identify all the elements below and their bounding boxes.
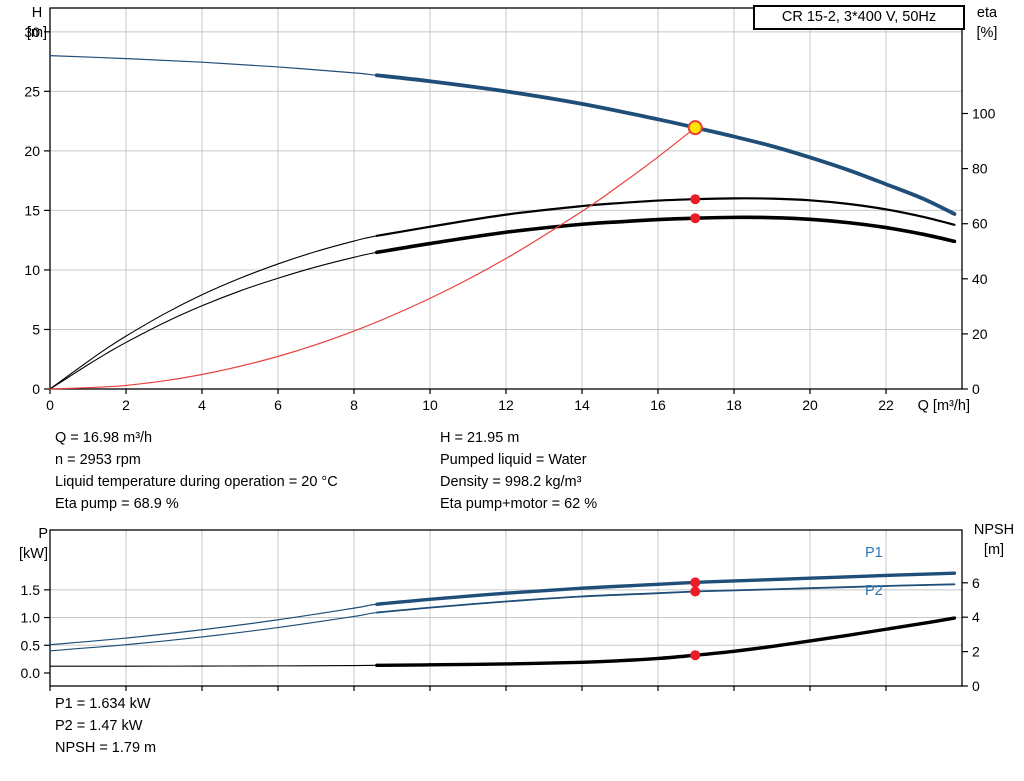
y-right-tick-label: 100 [972,106,996,122]
x-tick-label: 22 [878,397,894,413]
y-left-tick-label: 0.0 [21,665,41,681]
y-right-tick-label: 0 [972,678,980,694]
npsh-curve-thick [375,616,957,668]
y-right-tick-label: 6 [972,575,980,591]
eta-pump-marker [690,194,701,205]
readout-liquid-temperature: Liquid temperature during operation = 20… [55,474,338,490]
npsh-axis-name: NPSH [973,522,1015,538]
y-right-tick-label: 60 [972,216,988,232]
readout-flow: Q = 16.98 m³/h [55,430,153,446]
readout-density: Density = 998.2 kg/m³ [440,474,582,490]
p2-marker [690,586,701,597]
power-npsh-chart: 0.0 0.5 1.0 1.5 0 2 4 6 [21,529,980,694]
p-axis-unit: [kW] [19,546,48,562]
readout-npsh: NPSH = 1.79 m [55,740,157,756]
x-tick-label: 18 [726,397,742,413]
x-tick-label: 2 [122,397,130,413]
readout-eta-pump-motor: Eta pump+motor = 62 % [440,496,598,512]
x-tick-label: 20 [802,397,818,413]
p-axis-name: P [38,526,48,542]
x-tick-label: 14 [574,397,590,413]
x-tick-label: 12 [498,397,514,413]
npsh-marker [690,650,701,661]
npsh-axis-unit: [m] [983,542,1005,558]
y-left-tick-label: 1.5 [21,582,41,598]
x-tick-label: 6 [274,397,282,413]
y-left-tick-label: 25 [24,83,40,99]
x-tick-label: 0 [46,397,54,413]
eta-axis-unit: [%] [976,25,998,41]
x-tick-label: 10 [422,397,438,413]
eta-pump-motor-marker [690,213,701,224]
readout-p1: P1 = 1.634 kW [55,696,151,712]
readout-pumped-liquid: Pumped liquid = Water [440,452,587,468]
y-right-tick-label: 2 [972,644,980,660]
qh-eta-chart: 0 5 10 15 20 25 30 0 20 40 60 80 100 0 2 4 6 8 10 12 14 16 18 2… [24,7,996,413]
y-left-tick-label: 0.5 [21,637,41,653]
eta-axis-name: eta [976,5,998,21]
y-right-tick-label: 80 [972,161,988,177]
readout-eta-pump: Eta pump = 68.9 % [55,496,179,512]
y-left-tick-label: 20 [24,143,40,159]
readout-speed: n = 2953 rpm [55,452,141,468]
system-curve [49,127,696,390]
x-tick-label: 4 [198,397,206,413]
h-axis-unit: [m] [26,25,48,41]
head-curve-thick [374,73,957,216]
y-left-tick-label: 10 [24,262,40,278]
p1-curve [49,572,955,646]
x-tick-label: 8 [350,397,358,413]
y-left-tick-label: 30 [24,24,40,40]
readout-head: H = 21.95 m [440,430,520,446]
p2-curve-thick [375,583,956,614]
eta-pump-curve-thick [375,197,956,237]
y-right-tick-label: 20 [972,326,988,342]
npsh-axis-title: NPSH [m] [966,520,1022,560]
y-left-tick-label: 1.0 [21,610,41,626]
y-left-tick-label: 15 [24,202,40,218]
y-right-tick-label: 0 [972,381,980,397]
y-right-tick-label: 4 [972,609,980,625]
y-left-tick-label: 0 [32,381,40,397]
operating-point-readout-left: Q = 16.98 m³/h n = 2953 rpm Liquid tempe… [55,427,338,515]
pump-title-box: CR 15-2, 3*400 V, 50Hz [753,5,965,30]
y-left-axis-title: H [m] [20,3,54,43]
p1-curve-label: P1 [865,545,883,561]
npsh-curve [49,617,955,667]
p1-curve-thick [375,571,957,606]
p-axis-title: P [kW] [8,524,48,564]
p1-marker [690,577,701,588]
y-left-tick-label: 5 [32,321,40,337]
p2-curve-label: P2 [865,583,883,599]
h-axis-name: H [31,5,43,21]
eta-pump-curve [49,197,955,390]
eta-pump-motor-curve-thick [375,215,957,255]
duty-point-marker [687,120,703,136]
operating-point-readout-right: H = 21.95 m Pumped liquid = Water Densit… [440,427,597,515]
y-right-tick-label: 40 [972,271,988,287]
head-curve [49,55,955,215]
x-tick-label: 16 [650,397,666,413]
y-right-axis-title: eta [%] [970,3,1004,43]
readout-p2: P2 = 1.47 kW [55,718,143,734]
x-axis-title: Q [m³/h] [917,398,970,414]
power-npsh-readout: P1 = 1.634 kW P2 = 1.47 kW NPSH = 1.79 m [55,693,156,759]
